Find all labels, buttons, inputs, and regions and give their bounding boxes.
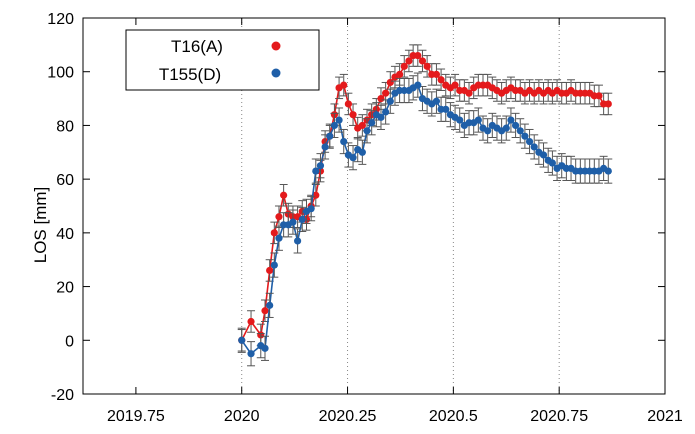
data-point — [266, 301, 274, 309]
data-point — [516, 127, 524, 135]
gridlines — [241, 18, 560, 394]
data-point — [312, 167, 320, 175]
x-tick-label: 2020.5 — [429, 408, 478, 425]
legend-marker-t155 — [271, 68, 281, 78]
data-point — [525, 137, 534, 146]
legend-label-t16: T16(A) — [171, 37, 223, 56]
data-point — [539, 151, 548, 159]
y-tick-label: 100 — [47, 65, 74, 82]
y-tick-label: 120 — [47, 11, 74, 28]
data-point — [321, 143, 329, 151]
data-point — [465, 89, 473, 97]
data-point — [595, 92, 603, 100]
data-point — [382, 89, 390, 97]
data-point — [400, 62, 408, 70]
data-point — [280, 191, 288, 199]
data-point — [340, 137, 348, 146]
data-point — [604, 100, 612, 108]
data-point — [484, 127, 492, 135]
data-point — [418, 57, 427, 65]
data-point — [530, 143, 538, 151]
data-point — [432, 70, 441, 78]
data-point — [414, 81, 422, 89]
data-point — [432, 97, 441, 105]
data-point — [266, 266, 274, 275]
y-tick-label: 80 — [56, 118, 74, 135]
data-point — [316, 162, 325, 170]
data-point — [289, 218, 297, 226]
data-point — [261, 344, 269, 352]
y-tick-label: 40 — [56, 226, 74, 243]
data-point — [368, 119, 376, 127]
y-tick-label: -20 — [51, 387, 74, 404]
data-point — [349, 154, 357, 162]
data-point — [358, 121, 366, 130]
x-tick-label: 2019.75 — [107, 408, 165, 425]
data-point — [326, 132, 334, 140]
data-point — [247, 350, 255, 358]
data-point — [396, 70, 404, 78]
data-point — [437, 76, 445, 84]
data-point — [548, 159, 557, 167]
data-point — [363, 127, 371, 135]
data-point — [377, 113, 385, 121]
data-point — [247, 317, 255, 326]
data-point — [423, 62, 431, 70]
y-tick-label: 60 — [56, 172, 74, 189]
tick-labels: 2019.75 2020 2020.25 2020.5 2020.75 2021 -20 0 2… — [47, 11, 683, 425]
x-tick-label: 2020 — [224, 408, 260, 425]
y-axis-title: LOS [mm] — [31, 187, 50, 264]
legend-marker-t16 — [271, 41, 281, 51]
data-point — [405, 57, 413, 65]
axis-ticks — [83, 17, 666, 395]
legend: T16(A) T155(D) — [125, 29, 320, 91]
plot-frame — [82, 17, 666, 395]
y-tick-label: 0 — [65, 333, 74, 350]
data-point — [270, 261, 278, 269]
series-1 — [237, 72, 613, 367]
x-tick-label: 2020.75 — [530, 408, 588, 425]
data-point — [275, 213, 283, 221]
data-point — [293, 237, 302, 245]
data-point — [502, 124, 510, 132]
data-point — [335, 116, 343, 124]
x-tick-label: 2020.25 — [319, 408, 377, 425]
data-point — [456, 116, 464, 124]
data-point — [330, 121, 339, 130]
series-0 — [237, 44, 613, 352]
legend-label-t155: T155(D) — [159, 65, 221, 84]
data-point — [349, 111, 357, 119]
data-point — [382, 108, 390, 116]
data-point — [270, 229, 278, 237]
data-point — [511, 121, 520, 130]
data-point — [344, 100, 352, 108]
data-point — [604, 167, 612, 175]
data-point — [386, 97, 394, 105]
y-tick-label: 20 — [56, 280, 74, 297]
data-point — [451, 81, 459, 89]
legend-box — [125, 29, 320, 91]
data-point — [474, 116, 482, 124]
data-point — [261, 307, 269, 315]
series-layer — [237, 44, 613, 367]
data-point — [521, 132, 529, 140]
x-tick-label: 2021 — [647, 408, 683, 425]
data-point — [340, 81, 348, 89]
data-point — [442, 105, 450, 113]
data-point — [358, 148, 366, 156]
data-point — [307, 205, 315, 213]
data-point — [238, 336, 246, 344]
data-point — [414, 52, 422, 60]
data-point — [275, 234, 283, 242]
data-point — [507, 116, 515, 124]
data-point — [298, 215, 306, 224]
